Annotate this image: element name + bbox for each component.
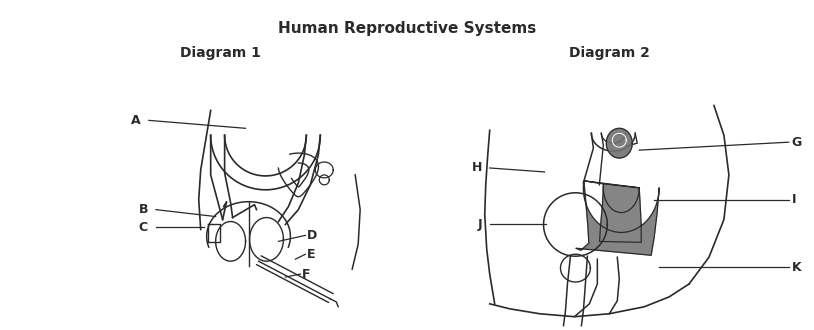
- Text: A: A: [131, 114, 141, 127]
- Text: D: D: [308, 229, 317, 242]
- Text: K: K: [792, 261, 801, 274]
- Text: C: C: [138, 221, 148, 234]
- Text: J: J: [478, 218, 483, 231]
- Text: Diagram 2: Diagram 2: [569, 46, 650, 60]
- Polygon shape: [575, 181, 659, 255]
- Text: B: B: [138, 203, 148, 216]
- Text: Diagram 1: Diagram 1: [180, 46, 261, 60]
- Text: F: F: [302, 268, 311, 280]
- Polygon shape: [606, 128, 632, 158]
- Text: Human Reproductive Systems: Human Reproductive Systems: [278, 21, 536, 36]
- Text: E: E: [308, 248, 316, 261]
- Text: G: G: [792, 136, 802, 149]
- Text: I: I: [792, 193, 796, 206]
- Text: H: H: [472, 161, 483, 175]
